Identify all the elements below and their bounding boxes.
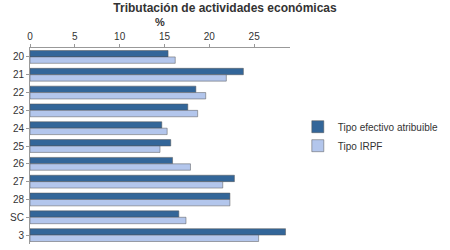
svg-text:25: 25 bbox=[13, 141, 25, 152]
svg-text:28: 28 bbox=[13, 194, 25, 205]
svg-text:21: 21 bbox=[13, 69, 25, 80]
svg-text:Tipo IRPF: Tipo IRPF bbox=[338, 141, 383, 152]
svg-text:15: 15 bbox=[159, 31, 171, 42]
svg-text:SC: SC bbox=[10, 212, 24, 223]
svg-text:26: 26 bbox=[13, 158, 25, 169]
svg-text:Tributación de actividades eco: Tributación de actividades económicas bbox=[113, 1, 337, 15]
svg-text:23: 23 bbox=[13, 105, 25, 116]
svg-text:0: 0 bbox=[27, 31, 33, 42]
svg-text:24: 24 bbox=[13, 123, 25, 134]
svg-text:20: 20 bbox=[13, 51, 25, 62]
svg-text:27: 27 bbox=[13, 176, 25, 187]
svg-text:22: 22 bbox=[13, 87, 25, 98]
svg-text:3: 3 bbox=[18, 230, 24, 241]
svg-text:25: 25 bbox=[249, 31, 261, 42]
svg-text:10: 10 bbox=[114, 31, 126, 42]
svg-text:5: 5 bbox=[72, 31, 78, 42]
svg-text:Tipo efectivo atribuible: Tipo efectivo atribuible bbox=[338, 122, 438, 133]
svg-text:%: % bbox=[155, 16, 165, 28]
svg-text:20: 20 bbox=[204, 31, 216, 42]
